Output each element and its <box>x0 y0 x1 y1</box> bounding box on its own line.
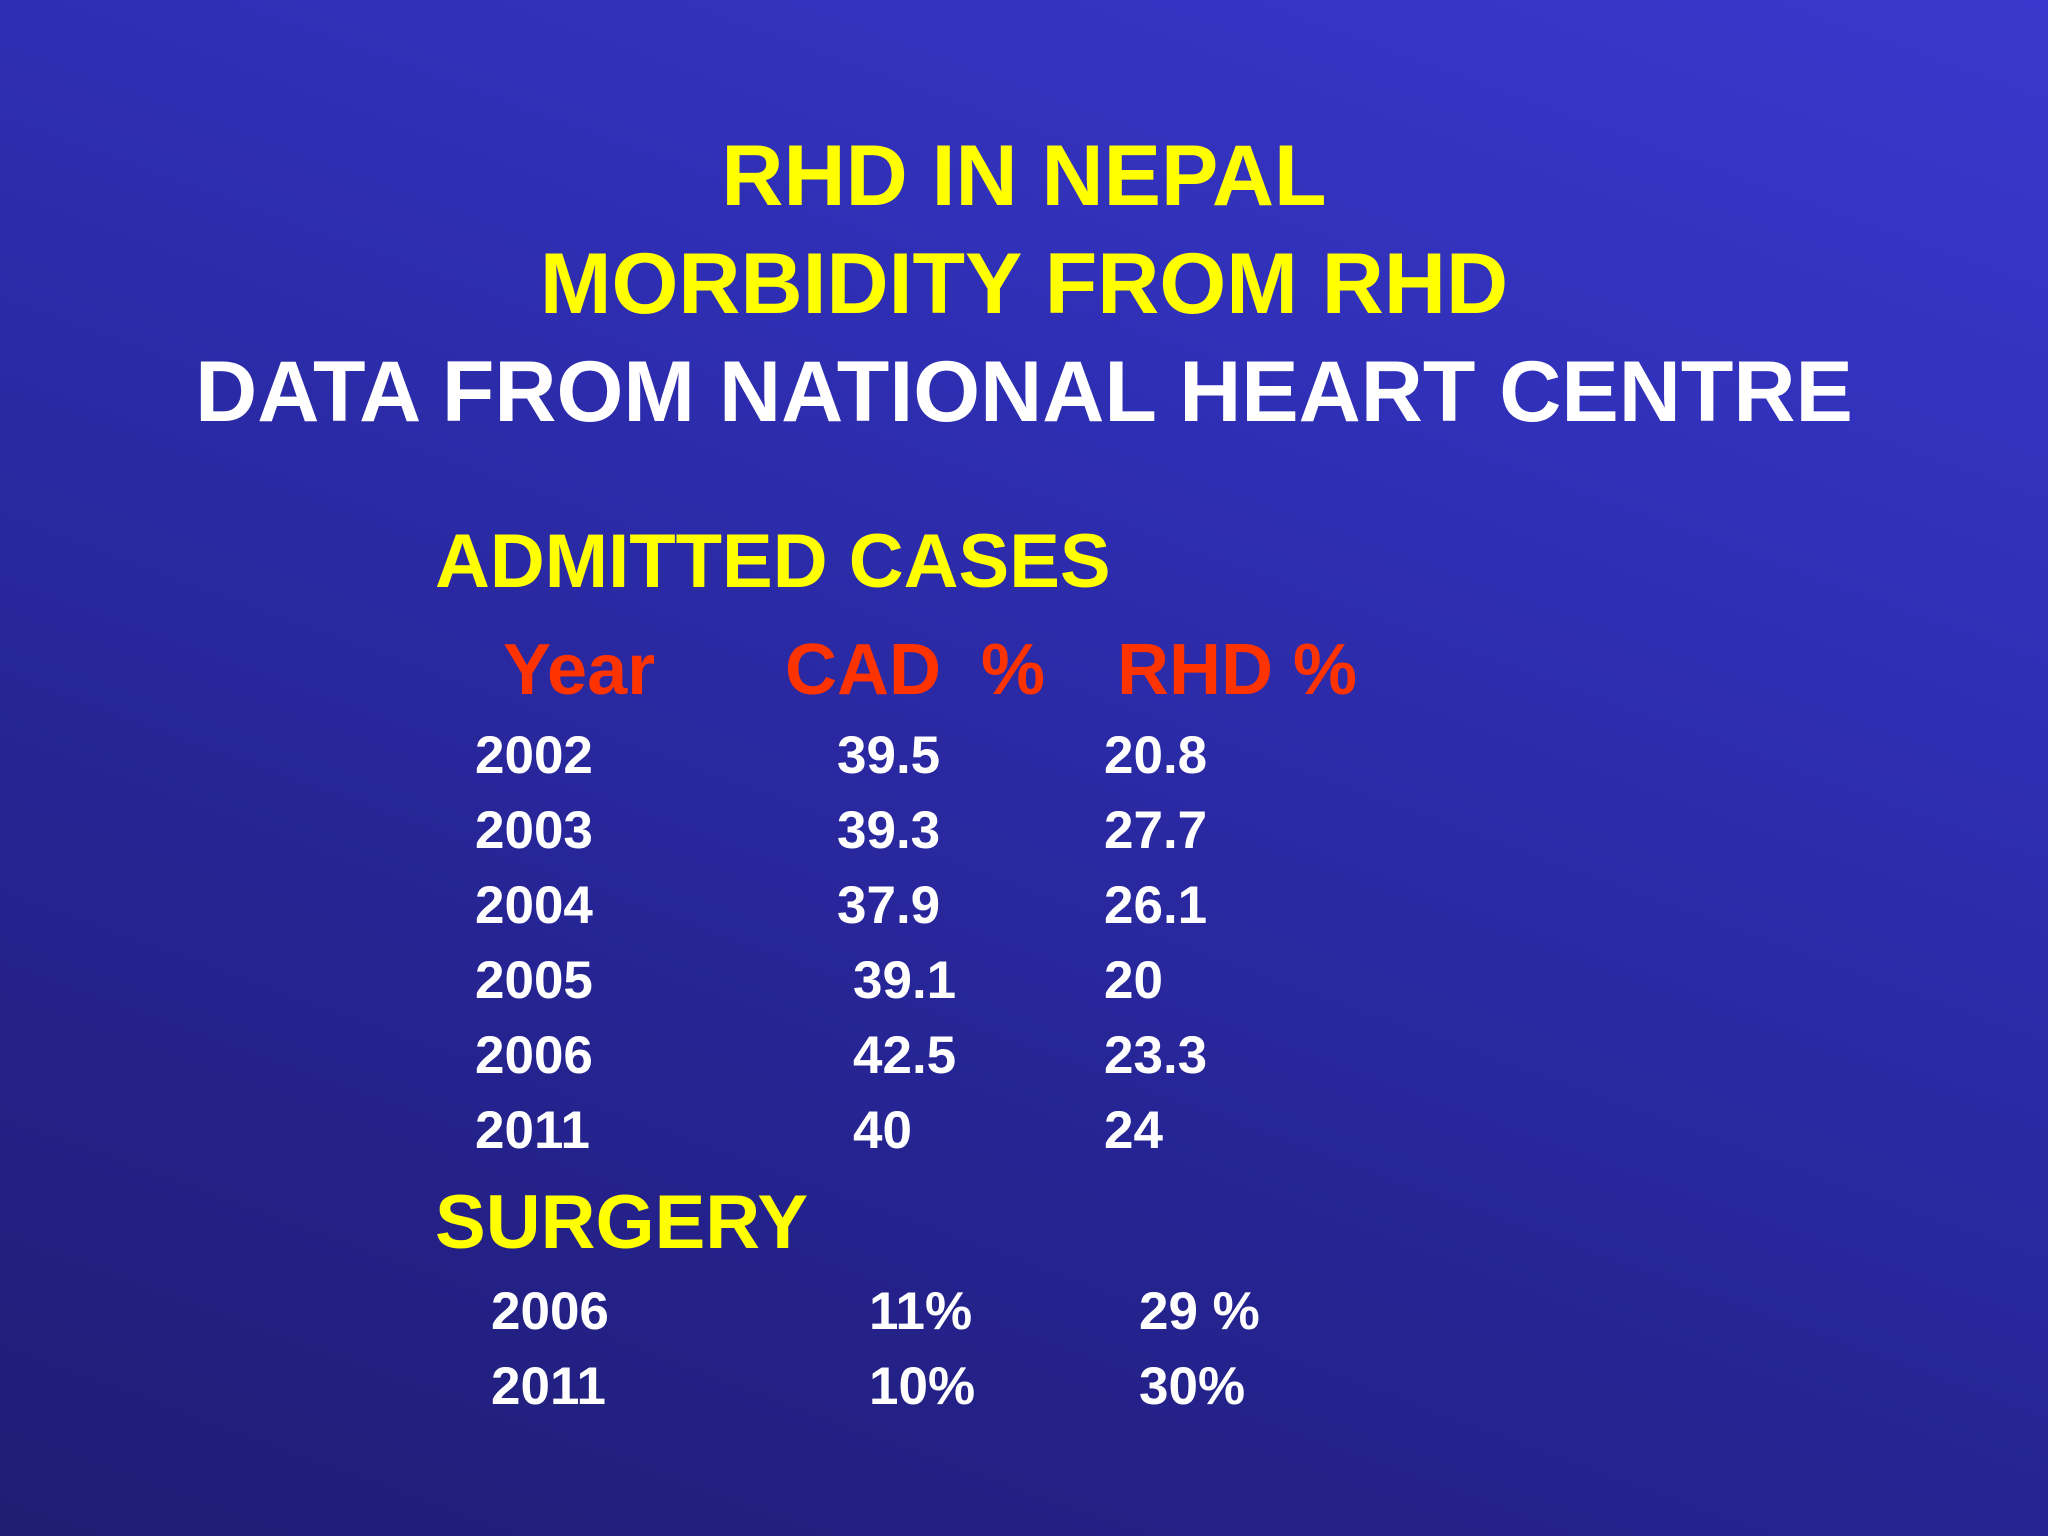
admitted-rhd-cell: 27.7 <box>1104 801 1208 860</box>
surgery-cad-cell: 11% <box>869 1282 973 1341</box>
surgery-year-cell: 2011 <box>491 1357 606 1416</box>
admitted-year-cell: 2004 <box>475 876 593 935</box>
admitted-year-cell: 2003 <box>475 801 593 860</box>
slide-title-line-2: MORBIDITY FROM RHD <box>539 236 1509 332</box>
admitted-year-cell: 2011 <box>475 1101 590 1160</box>
column-header-rhd: RHD % <box>1117 630 1358 710</box>
admitted-cad-cell: 42.5 <box>853 1026 957 1085</box>
admitted-cases-heading: ADMITTED CASES <box>435 519 1111 604</box>
admitted-rhd-cell: 20.8 <box>1104 726 1208 785</box>
admitted-year-cell: 2002 <box>475 726 593 785</box>
slide-title-line-3: DATA FROM NATIONAL HEART CENTRE <box>195 344 1853 440</box>
slide-title-line-1: RHD IN NEPAL <box>721 128 1327 224</box>
admitted-rhd-cell: 23.3 <box>1104 1026 1208 1085</box>
admitted-cad-cell: 39.3 <box>837 801 941 860</box>
admitted-rhd-cell: 24 <box>1104 1101 1163 1160</box>
surgery-heading: SURGERY <box>435 1180 809 1265</box>
admitted-cad-cell: 40 <box>853 1101 912 1160</box>
admitted-cad-cell: 39.5 <box>837 726 941 785</box>
surgery-rhd-cell: 29 % <box>1139 1282 1260 1341</box>
admitted-cad-cell: 37.9 <box>837 876 941 935</box>
surgery-cad-cell: 10% <box>869 1357 976 1416</box>
admitted-cad-cell: 39.1 <box>853 951 957 1010</box>
admitted-rhd-cell: 26.1 <box>1104 876 1208 935</box>
admitted-year-cell: 2006 <box>475 1026 593 1085</box>
surgery-year-cell: 2006 <box>491 1282 609 1341</box>
admitted-rhd-cell: 20 <box>1104 951 1163 1010</box>
admitted-year-cell: 2005 <box>475 951 593 1010</box>
column-header-cad: CAD % <box>785 630 1046 710</box>
surgery-rhd-cell: 30% <box>1139 1357 1246 1416</box>
column-header-year: Year <box>503 630 656 710</box>
